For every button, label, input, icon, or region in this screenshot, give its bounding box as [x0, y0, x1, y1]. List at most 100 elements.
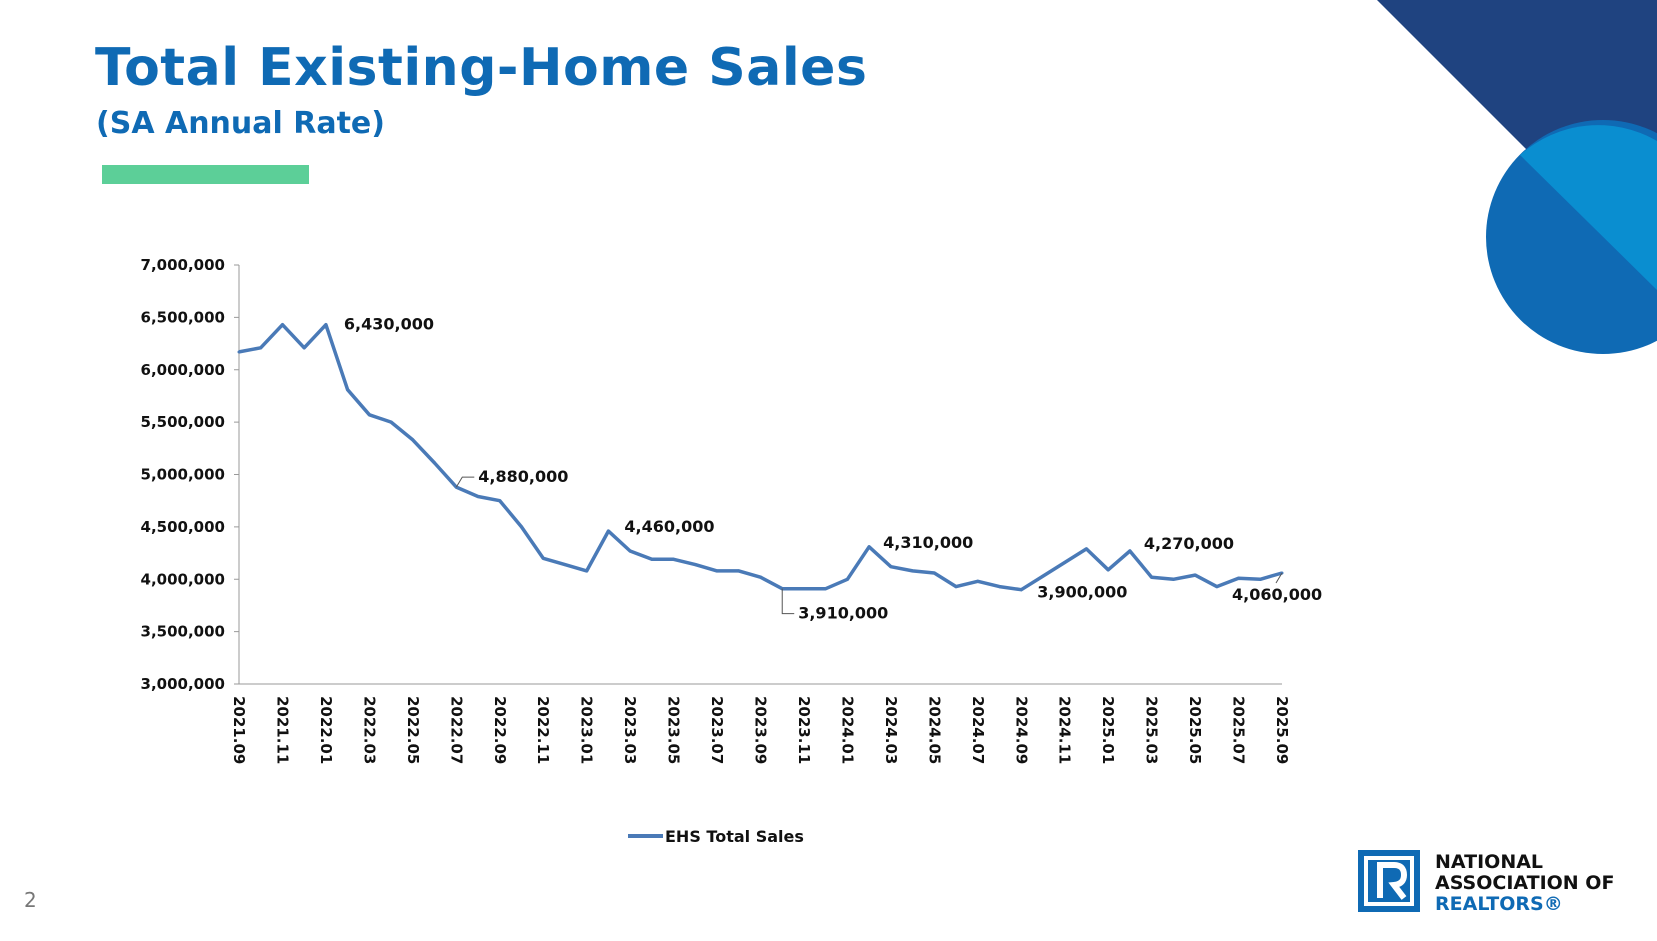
- data-point: [1106, 568, 1110, 572]
- logo-line-1: NATIONAL: [1435, 851, 1544, 873]
- data-point: [672, 557, 676, 561]
- data-point: [563, 563, 567, 567]
- x-tick-label: 2024.01: [838, 696, 856, 764]
- data-point: [498, 499, 502, 503]
- data-point: [1193, 573, 1197, 577]
- data-point: [1150, 575, 1154, 579]
- x-tick-label: 2021.11: [273, 696, 291, 764]
- data-label: 4,060,000: [1232, 585, 1322, 604]
- data-label: 4,310,000: [883, 533, 973, 552]
- data-point: [585, 569, 589, 573]
- data-point: [1084, 547, 1088, 551]
- slide-title: Total Existing-Home Sales: [95, 38, 868, 98]
- data-point: [237, 350, 241, 354]
- x-tick-label: 2022.03: [360, 696, 378, 764]
- data-point: [324, 323, 328, 327]
- data-point: [280, 323, 284, 327]
- data-point: [889, 565, 893, 569]
- data-point: [1128, 549, 1132, 553]
- x-tick-label: 2022.11: [534, 696, 552, 764]
- x-tick-label: 2023.07: [708, 696, 726, 764]
- x-tick-label: 2023.09: [752, 696, 770, 764]
- x-tick-label: 2022.05: [404, 696, 422, 764]
- annotation-leader: [455, 476, 475, 488]
- y-tick-label: 3,500,000: [141, 623, 225, 641]
- data-point: [433, 461, 437, 465]
- data-point: [954, 585, 958, 589]
- y-tick-label: 5,500,000: [141, 413, 225, 431]
- plot-area: [237, 322, 1284, 592]
- x-tick-label: 2025.05: [1186, 696, 1204, 764]
- data-point: [606, 529, 610, 533]
- data-label: 4,270,000: [1144, 534, 1234, 553]
- y-tick-label: 7,000,000: [141, 256, 225, 274]
- y-tick-label: 4,000,000: [141, 570, 225, 588]
- x-tick-label: 2023.03: [621, 696, 639, 764]
- data-point: [715, 569, 719, 573]
- page-number: 2: [24, 888, 37, 912]
- data-point: [476, 494, 480, 498]
- x-tick-label: 2024.09: [1012, 696, 1030, 764]
- data-point: [367, 413, 371, 417]
- slide-subtitle: (SA Annual Rate): [96, 106, 385, 141]
- data-point: [628, 549, 632, 553]
- nar-logo: NATIONAL ASSOCIATION OF REALTORS®: [1358, 850, 1648, 916]
- x-tick-label: 2025.09: [1273, 696, 1291, 764]
- data-label: 4,880,000: [478, 467, 568, 486]
- x-tick-label: 2024.03: [882, 696, 900, 764]
- data-point: [1171, 577, 1175, 581]
- x-tick-label: 2022.07: [447, 696, 465, 764]
- x-tick-label: 2022.01: [317, 696, 335, 764]
- annotations: 6,430,000 4,880,000 4,460,000 3,910,000 4,31…: [344, 315, 1322, 623]
- data-point: [1258, 577, 1262, 581]
- data-point: [976, 579, 980, 583]
- x-tick-label: 2025.03: [1143, 696, 1161, 764]
- data-point: [346, 388, 350, 392]
- x-tick-label: 2024.11: [1056, 696, 1074, 764]
- data-point: [519, 525, 523, 529]
- x-tick-label: 2025.01: [1099, 696, 1117, 764]
- x-tick-label: 2024.05: [925, 696, 943, 764]
- corner-decoration: [1377, 0, 1657, 354]
- x-axis: 2021.09 2021.11 2022.01 2022.03 2022.05 2022.…: [230, 683, 1291, 764]
- y-axis: 3,000,000 3,500,000 4,000,000 4,500,000 5,00…: [141, 256, 240, 693]
- data-point: [802, 587, 806, 591]
- data-label: 4,460,000: [624, 517, 714, 536]
- x-tick-label: 2024.07: [969, 696, 987, 764]
- annotation-leader: [781, 588, 795, 615]
- data-point: [650, 557, 654, 561]
- x-tick-label: 2023.11: [795, 696, 813, 764]
- data-point: [302, 346, 306, 350]
- data-point: [932, 571, 936, 575]
- realtor-r-mark: [1358, 850, 1420, 912]
- data-point: [259, 346, 263, 350]
- data-point: [1237, 576, 1241, 580]
- data-point: [1215, 585, 1219, 589]
- series-line-ehs-total-sales: [238, 322, 1283, 592]
- data-point: [998, 585, 1002, 589]
- y-tick-label: 4,500,000: [141, 518, 225, 536]
- logo-text: NATIONAL ASSOCIATION OF REALTORS®: [1435, 852, 1614, 915]
- data-point: [411, 438, 415, 442]
- data-point: [1063, 560, 1067, 564]
- data-point: [845, 577, 849, 581]
- light-circle-segment: [1520, 125, 1657, 290]
- x-tick-label: 2023.05: [665, 696, 683, 764]
- data-point: [1041, 574, 1045, 578]
- data-label: 3,910,000: [798, 604, 888, 623]
- data-label: 6,430,000: [344, 315, 434, 334]
- annotation-leader: [1275, 572, 1283, 584]
- y-tick-label: 6,500,000: [141, 308, 225, 326]
- legend-label: EHS Total Sales: [665, 827, 804, 846]
- legend: EHS Total Sales: [628, 827, 804, 846]
- y-tick-label: 6,000,000: [141, 361, 225, 379]
- data-point: [541, 556, 545, 560]
- data-label: 3,900,000: [1037, 583, 1127, 602]
- data-point: [1019, 588, 1023, 592]
- data-point: [911, 569, 915, 573]
- data-point: [389, 420, 393, 424]
- logo-line-2: ASSOCIATION OF: [1435, 872, 1615, 894]
- logo-line-3: REALTORS®: [1435, 893, 1563, 915]
- data-point: [867, 545, 871, 549]
